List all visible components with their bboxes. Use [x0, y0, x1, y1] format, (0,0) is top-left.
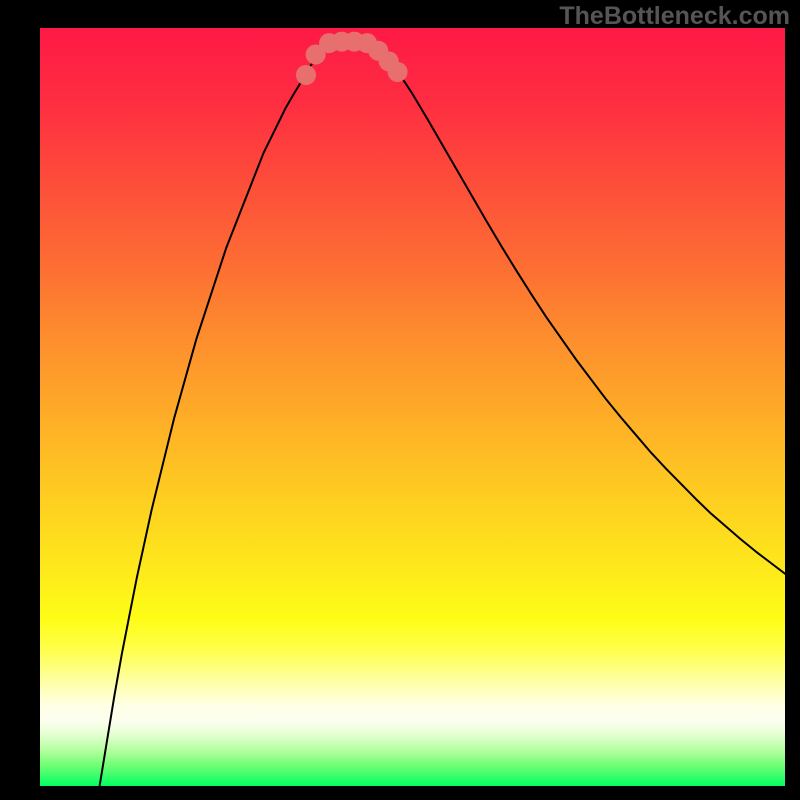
attribution-label: TheBottleneck.com [559, 2, 790, 31]
curve-marker [296, 65, 316, 85]
curve-marker [388, 62, 408, 82]
chart-frame: TheBottleneck.com [0, 0, 800, 800]
gradient-background [40, 28, 785, 786]
plot-area [40, 28, 785, 786]
